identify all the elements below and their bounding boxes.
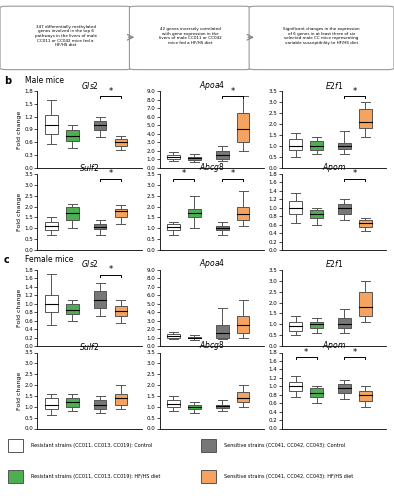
Bar	[289, 322, 302, 331]
Bar	[8, 470, 23, 483]
Text: *: *	[108, 265, 113, 274]
Bar	[237, 392, 249, 402]
Bar	[94, 121, 106, 130]
Bar	[66, 206, 79, 220]
Bar	[216, 404, 229, 408]
Bar	[188, 156, 201, 160]
Y-axis label: Fold change: Fold change	[17, 110, 22, 148]
Y-axis label: Fold change: Fold change	[17, 289, 22, 327]
Text: c: c	[4, 255, 10, 265]
Bar	[237, 316, 249, 334]
Bar	[338, 384, 351, 392]
Title: $\it{Apoa4}$: $\it{Apoa4}$	[199, 257, 225, 270]
Title: $\it{E2f1}$: $\it{E2f1}$	[325, 258, 343, 269]
Bar	[201, 440, 216, 452]
Bar	[310, 142, 323, 150]
Text: *: *	[108, 169, 113, 178]
Bar	[289, 202, 302, 214]
Bar	[310, 322, 323, 328]
Title: $\it{Sulf2}$: $\it{Sulf2}$	[80, 340, 100, 351]
Title: $\it{Apoa4}$: $\it{Apoa4}$	[199, 78, 225, 92]
Bar	[289, 140, 302, 150]
Bar	[188, 208, 201, 218]
Bar	[359, 220, 372, 227]
Title: $\it{Gls2}$: $\it{Gls2}$	[81, 80, 98, 90]
Text: *: *	[230, 169, 235, 178]
Bar	[289, 382, 302, 390]
Bar	[167, 334, 180, 338]
Bar	[310, 210, 323, 218]
Text: *: *	[353, 169, 357, 178]
Bar	[188, 404, 201, 409]
Y-axis label: Fold change: Fold change	[17, 372, 22, 410]
Title: $\it{Abcg8}$: $\it{Abcg8}$	[199, 161, 225, 174]
Bar	[237, 206, 249, 220]
Text: Resistant strains (CC011, CC013, CC019): Control: Resistant strains (CC011, CC013, CC019):…	[31, 443, 152, 448]
Text: Resistant strains (CC011, CC013, CC019): HF/HS diet: Resistant strains (CC011, CC013, CC019):…	[31, 474, 160, 479]
Bar	[94, 224, 106, 230]
Bar	[115, 139, 127, 146]
Y-axis label: Fold change: Fold change	[17, 193, 22, 231]
Text: Female mice: Female mice	[25, 255, 74, 264]
Title: $\it{Gls2}$: $\it{Gls2}$	[81, 258, 98, 269]
Bar	[167, 400, 180, 407]
Bar	[338, 142, 351, 149]
FancyBboxPatch shape	[129, 6, 251, 70]
Bar	[94, 400, 106, 409]
Text: *: *	[353, 348, 357, 356]
Bar	[66, 130, 79, 141]
Bar	[201, 470, 216, 483]
Bar	[115, 208, 127, 218]
Bar	[216, 325, 229, 338]
Bar	[188, 336, 201, 338]
Bar	[45, 114, 58, 134]
Bar	[237, 112, 249, 142]
Text: 42 genes inversely correlated
with gene expression in the
livers of male CC011 o: 42 genes inversely correlated with gene …	[159, 27, 221, 45]
Text: *: *	[304, 348, 308, 356]
Bar	[216, 226, 229, 230]
Text: *: *	[108, 86, 113, 96]
Bar	[167, 155, 180, 159]
Title: $\it{Abcg8}$: $\it{Abcg8}$	[199, 340, 225, 352]
Bar	[45, 222, 58, 230]
Text: *: *	[230, 86, 235, 96]
Bar	[338, 204, 351, 214]
Text: Sensitive strains (CC041, CC042, CC043): HF/HS diet: Sensitive strains (CC041, CC042, CC043):…	[224, 474, 353, 479]
Bar	[167, 224, 180, 230]
Text: Sensitive strains (CC041, CC042, CC043): Control: Sensitive strains (CC041, CC042, CC043):…	[224, 443, 345, 448]
Bar	[359, 390, 372, 401]
Text: *: *	[353, 86, 357, 96]
Bar	[115, 306, 127, 316]
Bar	[115, 394, 127, 404]
Title: $\it{Sulf2}$: $\it{Sulf2}$	[80, 162, 100, 173]
Text: *: *	[182, 169, 186, 178]
Title: $\it{Apom}$: $\it{Apom}$	[322, 340, 346, 352]
Text: b: b	[4, 76, 11, 86]
Title: $\it{E2f1}$: $\it{E2f1}$	[325, 80, 343, 90]
Bar	[94, 291, 106, 308]
Bar	[338, 318, 351, 328]
Bar	[66, 304, 79, 314]
Bar	[8, 440, 23, 452]
Text: Male mice: Male mice	[25, 76, 64, 85]
Bar	[310, 388, 323, 397]
Bar	[66, 398, 79, 407]
FancyBboxPatch shape	[249, 6, 394, 70]
Bar	[45, 398, 58, 409]
Bar	[359, 109, 372, 128]
Title: $\it{Apom}$: $\it{Apom}$	[322, 161, 346, 174]
FancyBboxPatch shape	[0, 6, 131, 70]
Text: 347 differentially methylated
genes involved in the top 6
pathways in the livers: 347 differentially methylated genes invo…	[35, 24, 97, 47]
Bar	[45, 296, 58, 312]
Text: Significant changes in the expression
of 6 genes in at least three of six
select: Significant changes in the expression of…	[283, 27, 360, 45]
Bar	[359, 292, 372, 316]
Text: a: a	[2, 0, 9, 2]
Bar	[216, 150, 229, 159]
